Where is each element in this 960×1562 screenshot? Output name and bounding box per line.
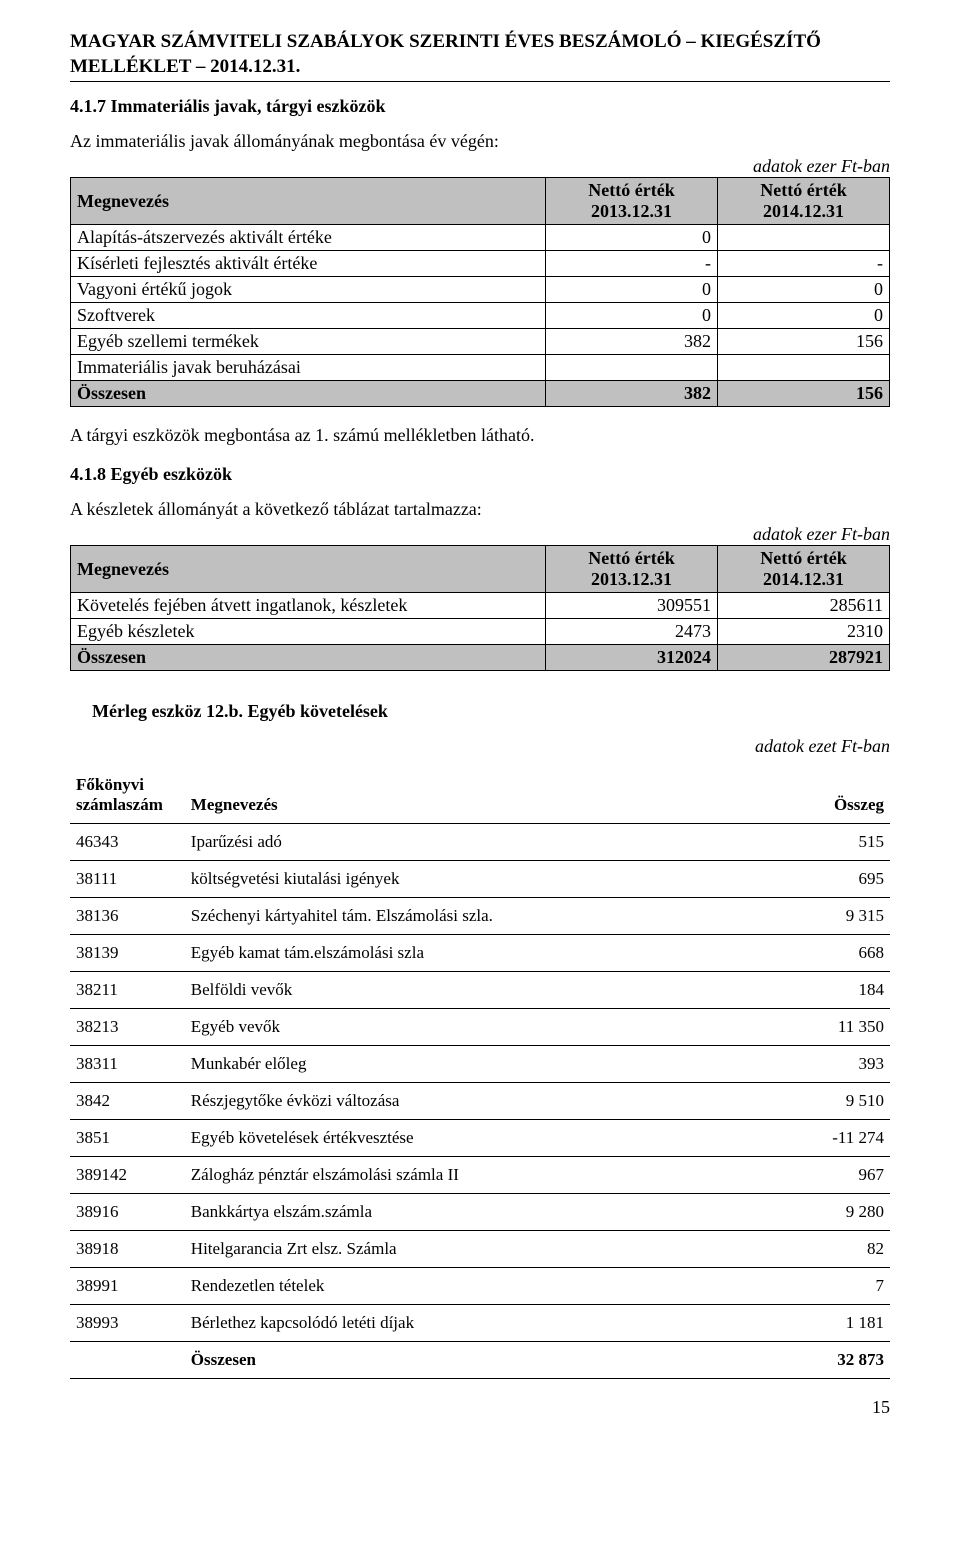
table-cell-name: Alapítás-átszervezés aktivált értéke (71, 225, 546, 251)
table-cell-name: Vagyoni értékű jogok (71, 277, 546, 303)
ledger-cell-account: 46343 (70, 824, 185, 861)
ledger-cell-account: 38136 (70, 898, 185, 935)
ledger-cell-name: Összesen (185, 1342, 726, 1379)
ledger-cell-name: Bankkártya elszám.számla (185, 1194, 726, 1231)
table-cell-value: 0 (718, 303, 890, 329)
ledger-cell-amount: 967 (726, 1157, 890, 1194)
ledger-cell-account: 389142 (70, 1157, 185, 1194)
ledger-cell-name: költségvetési kiutalási igények (185, 861, 726, 898)
ledger-column-header: Megnevezés (185, 767, 726, 824)
table-cell-name: Szoftverek (71, 303, 546, 329)
ledger-cell-amount: 9 510 (726, 1083, 890, 1120)
table-cell-name: Követelés fejében átvett ingatlanok, kés… (71, 593, 546, 619)
ledger-cell-account: 38918 (70, 1231, 185, 1268)
table-cell-value: 312024 (546, 645, 718, 671)
ledger-cell-amount: 11 350 (726, 1009, 890, 1046)
ledger-cell-amount: 1 181 (726, 1305, 890, 1342)
table-cell-value: 0 (546, 303, 718, 329)
ledger-cell-account: 38211 (70, 972, 185, 1009)
table-column-header: Nettó érték2014.12.31 (718, 546, 890, 593)
ledger-cell-name: Rendezetlen tételek (185, 1268, 726, 1305)
table-column-header: Nettó érték2014.12.31 (718, 178, 890, 225)
table-cell-value: 287921 (718, 645, 890, 671)
ledger-cell-name: Széchenyi kártyahitel tám. Elszámolási s… (185, 898, 726, 935)
ledger-cell-account: 38916 (70, 1194, 185, 1231)
table-column-header: Megnevezés (71, 546, 546, 593)
ledger-cell-amount: 9 315 (726, 898, 890, 935)
ledger-cell-account: 38991 (70, 1268, 185, 1305)
table-cell-value: 2310 (718, 619, 890, 645)
table-cell-value: - (546, 251, 718, 277)
ledger-cell-account: 38213 (70, 1009, 185, 1046)
table-cell-value (718, 225, 890, 251)
section-4-1-7-intro: Az immateriális javak állományának megbo… (70, 131, 890, 152)
ledger-cell-name: Egyéb követelések értékvesztése (185, 1120, 726, 1157)
ledger-cell-name: Bérlethez kapcsolódó letéti díjak (185, 1305, 726, 1342)
page-number: 15 (70, 1397, 890, 1418)
ledger-cell-account: 38993 (70, 1305, 185, 1342)
ledger-cell-amount: 393 (726, 1046, 890, 1083)
table-cell-value: 0 (718, 277, 890, 303)
table-cell-name: Összesen (71, 381, 546, 407)
ledger-cell-name: Zálogház pénztár elszámolási számla II (185, 1157, 726, 1194)
table-cell-name: Kísérleti fejlesztés aktivált értéke (71, 251, 546, 277)
table-cell-name: Összesen (71, 645, 546, 671)
section-12b-unit-note: adatok ezet Ft-ban (70, 736, 890, 757)
intangible-assets-table: MegnevezésNettó érték2013.12.31Nettó ért… (70, 177, 890, 407)
ledger-cell-amount: 32 873 (726, 1342, 890, 1379)
table-column-header: Nettó érték2013.12.31 (546, 178, 718, 225)
header-divider (70, 81, 890, 82)
section-4-1-7-unit-note: adatok ezer Ft-ban (70, 156, 890, 177)
ledger-cell-name: Munkabér előleg (185, 1046, 726, 1083)
ledger-cell-account: 38139 (70, 935, 185, 972)
ledger-cell-amount: 7 (726, 1268, 890, 1305)
table-cell-value: 309551 (546, 593, 718, 619)
table-cell-name: Egyéb készletek (71, 619, 546, 645)
ledger-cell-amount: 82 (726, 1231, 890, 1268)
table-cell-value: 0 (546, 225, 718, 251)
ledger-cell-amount: 184 (726, 972, 890, 1009)
ledger-column-header: Összeg (726, 767, 890, 824)
section-4-1-8-intro: A készletek állományát a következő táblá… (70, 499, 890, 520)
table-cell-value: 382 (546, 329, 718, 355)
table-cell-value: 156 (718, 329, 890, 355)
ledger-cell-amount: -11 274 (726, 1120, 890, 1157)
table-column-header: Nettó érték2013.12.31 (546, 546, 718, 593)
ledger-cell-name: Iparűzési adó (185, 824, 726, 861)
page-header-title: MAGYAR SZÁMVITELI SZABÁLYOK SZERINTI ÉVE… (70, 30, 890, 79)
ledger-cell-amount: 9 280 (726, 1194, 890, 1231)
other-assets-table: MegnevezésNettó érték2013.12.31Nettó ért… (70, 545, 890, 671)
ledger-cell-account: 3851 (70, 1120, 185, 1157)
section-4-1-7-heading: 4.1.7 Immateriális javak, tárgyi eszközö… (70, 96, 890, 117)
table-cell-value: 285611 (718, 593, 890, 619)
table-column-header: Megnevezés (71, 178, 546, 225)
table-cell-value: 156 (718, 381, 890, 407)
ledger-cell-account (70, 1342, 185, 1379)
table-cell-value (546, 355, 718, 381)
section-4-1-8-unit-note: adatok ezer Ft-ban (70, 524, 890, 545)
table-cell-value: 2473 (546, 619, 718, 645)
ledger-cell-amount: 668 (726, 935, 890, 972)
table-cell-value: 382 (546, 381, 718, 407)
ledger-column-header: Főkönyviszámlaszám (70, 767, 185, 824)
ledger-cell-account: 38311 (70, 1046, 185, 1083)
ledger-cell-name: Hitelgarancia Zrt elsz. Számla (185, 1231, 726, 1268)
ledger-cell-account: 3842 (70, 1083, 185, 1120)
table-cell-name: Egyéb szellemi termékek (71, 329, 546, 355)
section-4-1-8-heading: 4.1.8 Egyéb eszközök (70, 464, 890, 485)
ledger-cell-name: Egyéb vevők (185, 1009, 726, 1046)
ledger-cell-amount: 695 (726, 861, 890, 898)
ledger-cell-name: Egyéb kamat tám.elszámolási szla (185, 935, 726, 972)
ledger-cell-name: Belföldi vevők (185, 972, 726, 1009)
table-cell-value: 0 (546, 277, 718, 303)
ledger-table: FőkönyviszámlaszámMegnevezésÖsszeg 46343… (70, 767, 890, 1379)
table-cell-name: Immateriális javak beruházásai (71, 355, 546, 381)
ledger-cell-account: 38111 (70, 861, 185, 898)
table-cell-value: - (718, 251, 890, 277)
ledger-cell-name: Részjegytőke évközi változása (185, 1083, 726, 1120)
section-4-1-7-after-note: A tárgyi eszközök megbontása az 1. számú… (70, 425, 890, 446)
section-12b-heading: Mérleg eszköz 12.b. Egyéb követelések (92, 701, 890, 722)
table-cell-value (718, 355, 890, 381)
ledger-cell-amount: 515 (726, 824, 890, 861)
